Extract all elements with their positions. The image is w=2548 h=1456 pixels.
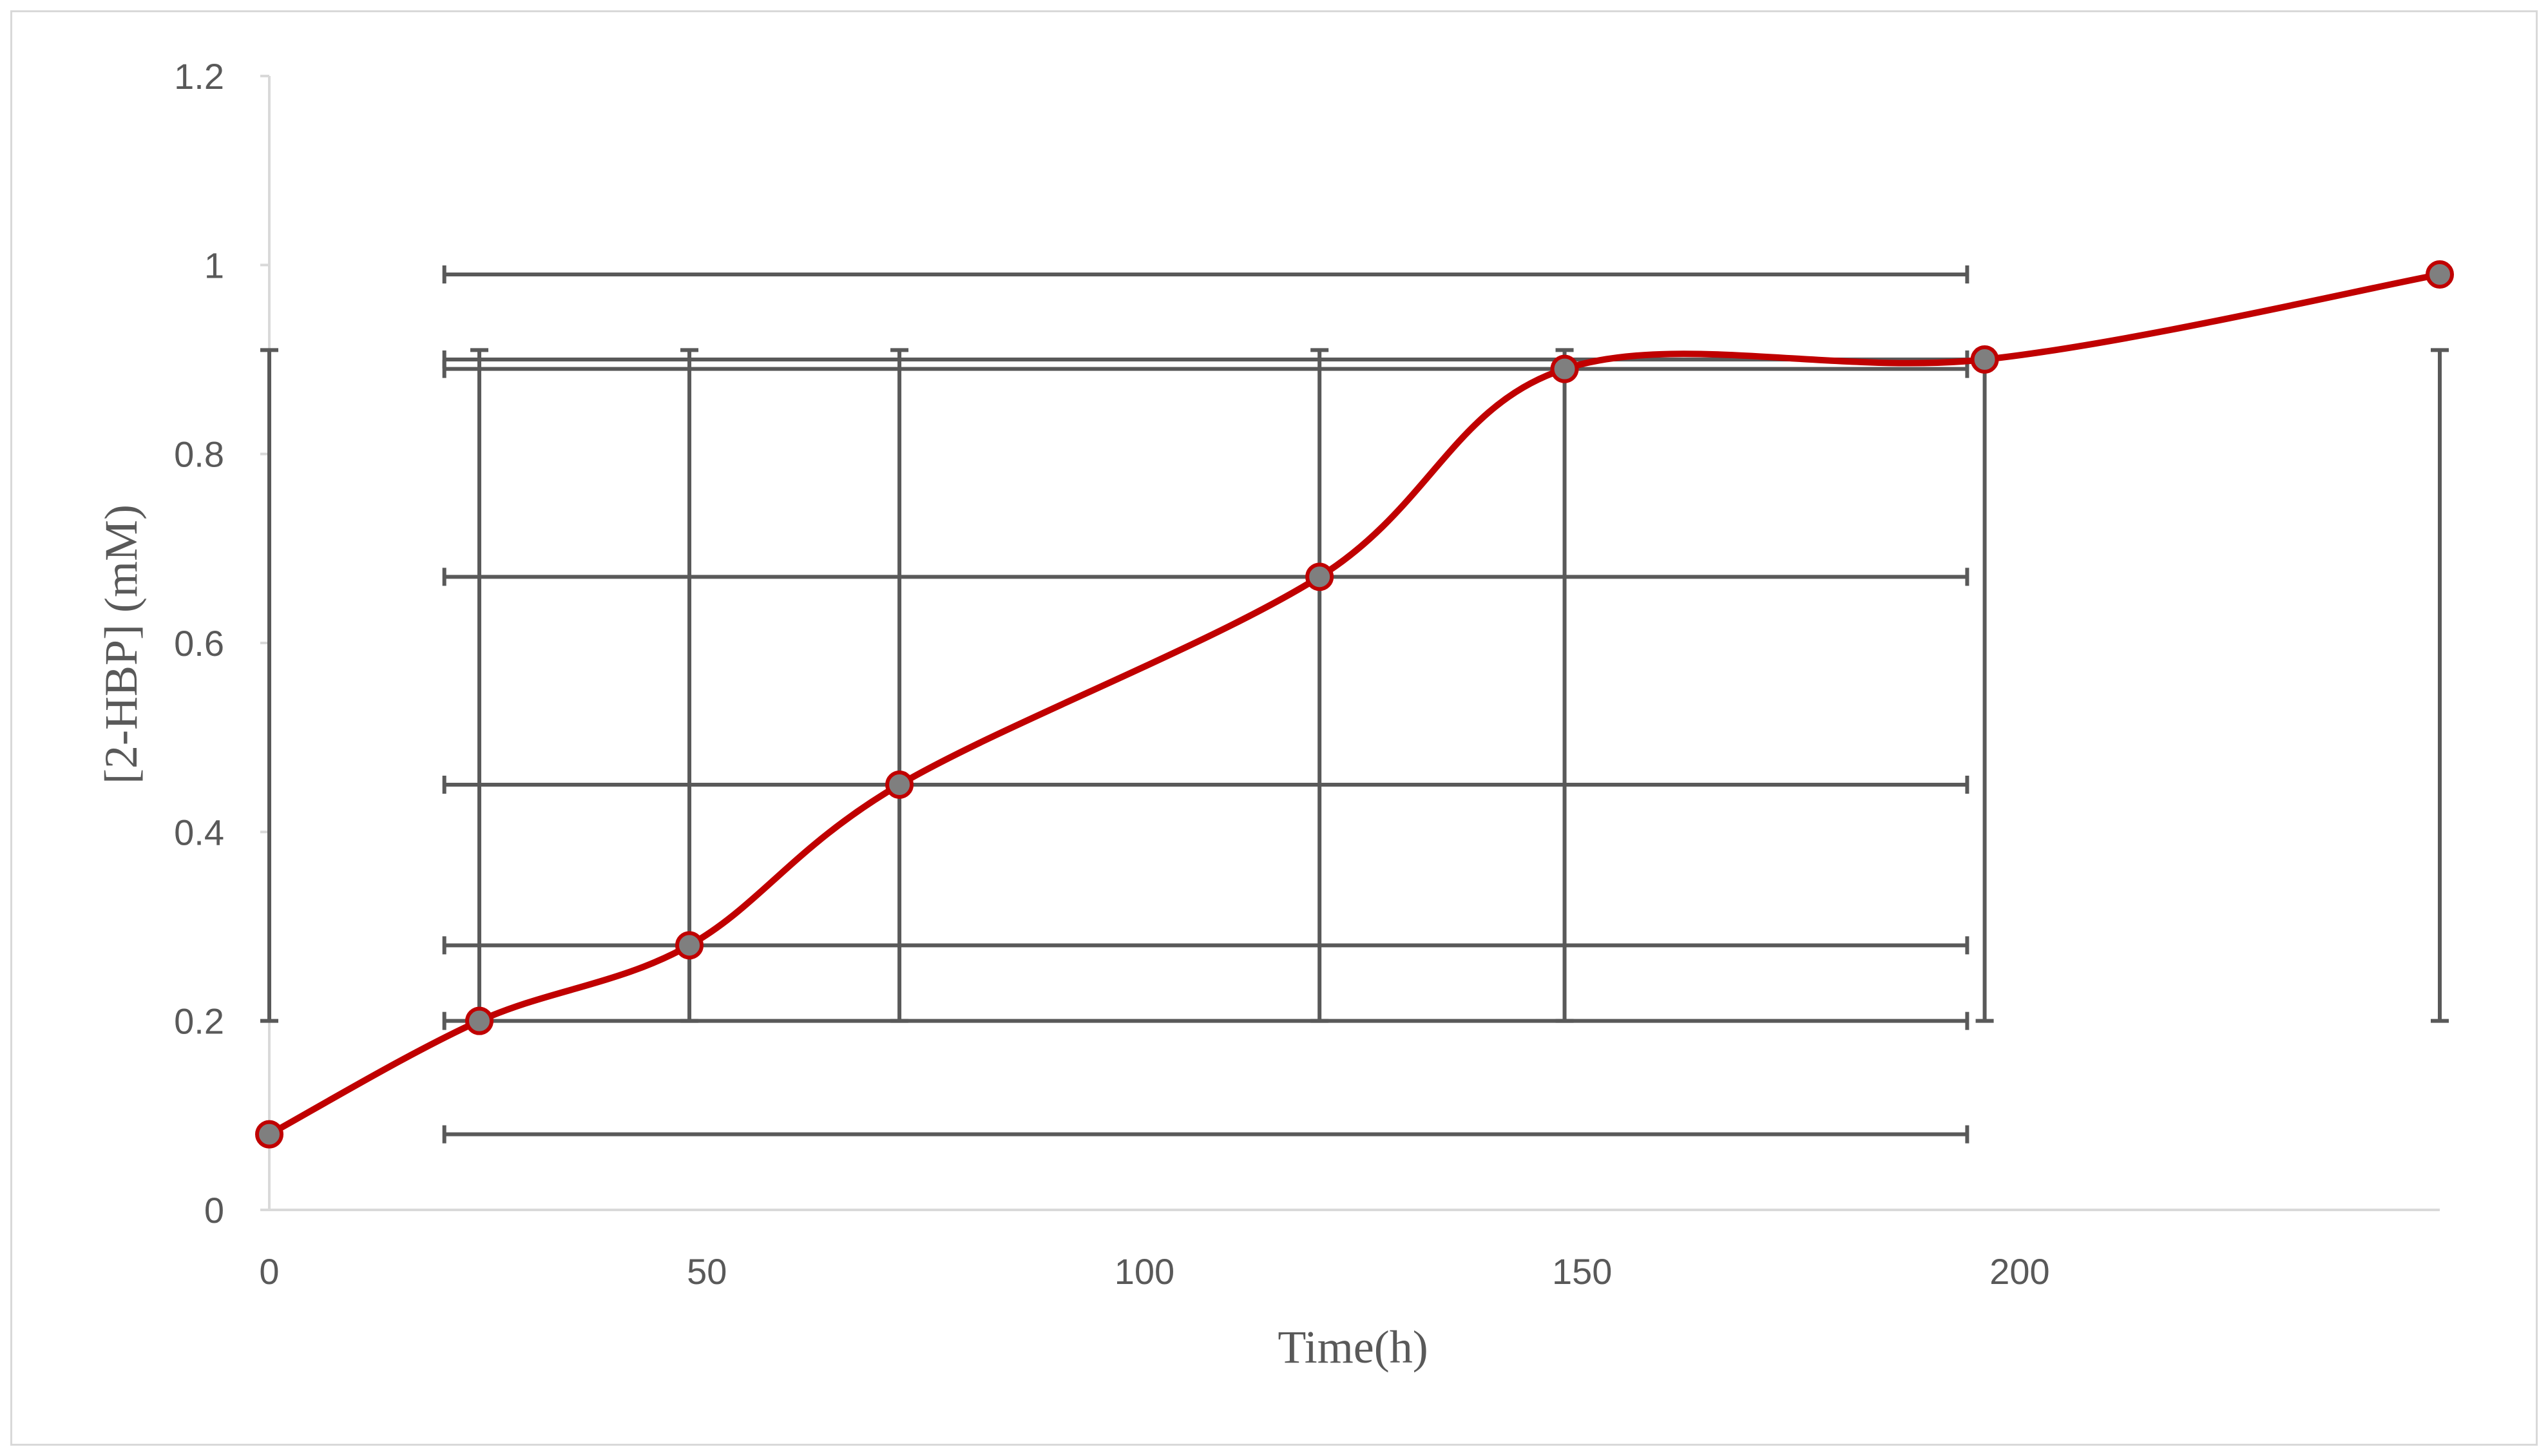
x-tick-label: 0	[259, 1251, 279, 1292]
labels: 0 0.2 0.4 0.6 0.8 1 1.2 0 50 100 150 200	[174, 56, 2050, 1292]
y-tick-label: 1	[204, 245, 224, 285]
data-point	[1305, 562, 1334, 591]
y-tick-label: 0	[204, 1190, 224, 1231]
y-tick-label: 0.4	[174, 812, 224, 852]
data-point	[2426, 260, 2454, 289]
data-point	[1970, 345, 1999, 374]
x-tick-label: 50	[687, 1251, 727, 1292]
y-axis-title: [2-HBP] (mM)	[95, 504, 147, 784]
data-point	[675, 931, 704, 960]
error-bars	[260, 265, 2449, 1144]
y-tick-label: 0.2	[174, 1001, 224, 1042]
data-point	[1550, 354, 1579, 383]
series	[255, 260, 2454, 1149]
data-point	[255, 1120, 283, 1149]
data-point	[885, 771, 914, 799]
y-tick-label: 0.8	[174, 434, 224, 475]
x-tick-label: 100	[1115, 1251, 1174, 1292]
axes	[260, 75, 2440, 1211]
x-axis-title: Time(h)	[1278, 1321, 1428, 1373]
series-line	[267, 271, 2440, 1138]
chart-frame	[10, 10, 2538, 1446]
y-tick-label: 1.2	[174, 56, 224, 97]
y-tick-label: 0.6	[174, 623, 224, 664]
x-tick-label: 150	[1552, 1251, 1612, 1292]
x-tick-label: 200	[1989, 1251, 2049, 1292]
data-point	[465, 1006, 494, 1035]
